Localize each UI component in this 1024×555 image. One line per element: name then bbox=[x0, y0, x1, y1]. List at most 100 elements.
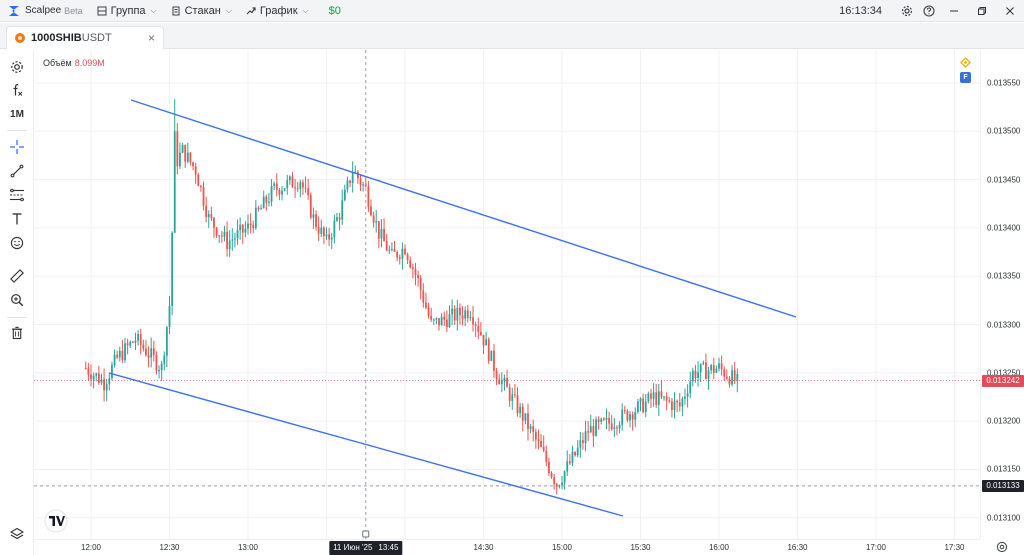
title-bar-right: 16:13:34 bbox=[839, 0, 1024, 22]
candle-body-down bbox=[498, 379, 501, 385]
tab-bar: 1000SHIB USDT × bbox=[0, 23, 1024, 49]
chevron-down-icon: ⌵ bbox=[225, 5, 232, 15]
candle-body-down bbox=[383, 228, 385, 242]
candle-body-down bbox=[372, 215, 375, 223]
time-tick-label: 16:30 bbox=[787, 543, 808, 552]
price-axis[interactable]: 0.013550 0.013500 0.013450 0.013400 0.013350… bbox=[980, 50, 1024, 539]
tab-close-icon[interactable]: × bbox=[147, 31, 155, 45]
maximize-button[interactable] bbox=[968, 0, 996, 22]
chart-settings-icon[interactable] bbox=[5, 56, 29, 78]
candle-body-up bbox=[228, 240, 231, 249]
candle-body-up bbox=[281, 190, 283, 195]
candle-body-up bbox=[181, 144, 184, 153]
candle-body-up bbox=[684, 396, 686, 399]
candle-body-up bbox=[681, 398, 684, 407]
candle-body-down bbox=[257, 207, 260, 210]
candle-body-up bbox=[113, 354, 116, 365]
candle-body-up bbox=[563, 471, 566, 483]
candle-body-down bbox=[521, 406, 524, 421]
candle-body-up bbox=[636, 401, 639, 413]
candle-body-down bbox=[210, 214, 213, 218]
candle-body-up bbox=[325, 234, 328, 237]
candle-body-up bbox=[158, 370, 160, 372]
title-bar: Scalpee Beta Группа ⌵ Стакан ⌵ bbox=[0, 0, 1024, 22]
candle-body-down bbox=[189, 152, 192, 163]
candle-body-up bbox=[124, 343, 126, 361]
candle-body-up bbox=[129, 341, 132, 346]
candle-body-up bbox=[595, 419, 597, 436]
candle-body-down bbox=[202, 187, 205, 206]
candle-body-down bbox=[506, 378, 508, 388]
candle-body-up bbox=[262, 196, 265, 209]
ruler-icon[interactable] bbox=[5, 265, 29, 287]
candle-body-up bbox=[736, 373, 739, 381]
candle-body-down bbox=[438, 318, 440, 326]
candle-body-down bbox=[694, 370, 697, 379]
axis-settings-icon[interactable] bbox=[996, 541, 1008, 553]
menu-orderbook[interactable]: Стакан ⌵ bbox=[171, 5, 232, 17]
candle-body-down bbox=[472, 317, 474, 325]
candle-body-down bbox=[723, 369, 726, 377]
candle-body-up bbox=[375, 221, 378, 223]
crosshair-icon[interactable] bbox=[5, 136, 29, 158]
zoom-in-icon[interactable] bbox=[5, 289, 29, 311]
menu-chart[interactable]: График ⌵ bbox=[246, 5, 309, 17]
balance-value[interactable]: $0 bbox=[328, 4, 341, 17]
candle-body-down bbox=[623, 409, 626, 411]
candle-body-down bbox=[304, 187, 307, 189]
candle-body-down bbox=[145, 348, 147, 356]
candle-body-down bbox=[587, 431, 590, 433]
candle-body-up bbox=[346, 180, 349, 190]
candle-body-up bbox=[273, 183, 276, 187]
text-tool-icon[interactable] bbox=[5, 208, 29, 230]
candle-body-up bbox=[558, 485, 561, 487]
candle-body-down bbox=[705, 362, 707, 379]
interval-button[interactable]: 1M bbox=[10, 108, 24, 120]
candle-body-up bbox=[511, 394, 514, 401]
minimize-icon bbox=[950, 10, 958, 12]
time-axis[interactable]: 12:00 12:30 13:00 14:30 15:00 15:30 16:00 16:30… bbox=[34, 539, 980, 555]
candle-body-down bbox=[665, 396, 668, 401]
orderbook-icon bbox=[172, 6, 180, 15]
candle-body-up bbox=[485, 339, 488, 346]
candle-body-up bbox=[440, 316, 443, 326]
close-window-button[interactable] bbox=[996, 0, 1024, 22]
candle-body-up bbox=[652, 392, 655, 399]
trend-line-icon[interactable] bbox=[5, 160, 29, 182]
coin-icon bbox=[15, 33, 25, 43]
tab-symbol: 1000SHIB bbox=[31, 32, 82, 44]
chart-area[interactable]: Объём 8.099M F bbox=[34, 50, 980, 539]
candle-body-up bbox=[244, 228, 247, 233]
candle-body-down bbox=[265, 196, 268, 203]
trash-icon[interactable] bbox=[5, 322, 29, 344]
tab-1000shibusdt[interactable]: 1000SHIB USDT × bbox=[6, 26, 164, 49]
group-icon bbox=[97, 6, 107, 15]
candle-body-down bbox=[514, 394, 516, 396]
price-chart[interactable] bbox=[34, 50, 980, 539]
binance-icon bbox=[960, 57, 971, 68]
time-tick-label: 15:30 bbox=[630, 543, 651, 552]
indicators-fx-icon[interactable] bbox=[5, 79, 29, 101]
candle-body-down bbox=[338, 217, 341, 220]
candle-body-up bbox=[247, 223, 249, 229]
emoji-icon[interactable] bbox=[5, 232, 29, 254]
candle-body-down bbox=[155, 354, 158, 371]
candle-body-up bbox=[663, 396, 665, 398]
candle-body-up bbox=[503, 378, 506, 381]
candle-body-down bbox=[142, 344, 145, 349]
candle-body-up bbox=[576, 447, 579, 456]
minimize-button[interactable] bbox=[940, 0, 968, 22]
candle-body-down bbox=[396, 251, 399, 258]
candle-body-up bbox=[388, 249, 391, 251]
candle-body-up bbox=[343, 189, 346, 201]
candle-body-down bbox=[631, 414, 634, 420]
layers-icon[interactable] bbox=[5, 523, 29, 545]
candle-body-up bbox=[529, 426, 532, 430]
fib-levels-icon[interactable] bbox=[5, 184, 29, 206]
settings-gear-icon[interactable] bbox=[896, 0, 918, 22]
menu-group[interactable]: Группа ⌵ bbox=[97, 5, 157, 17]
candle-body-up bbox=[689, 381, 692, 394]
candle-body-down bbox=[322, 227, 325, 237]
help-icon[interactable] bbox=[918, 0, 940, 22]
candle-body-up bbox=[165, 327, 168, 356]
